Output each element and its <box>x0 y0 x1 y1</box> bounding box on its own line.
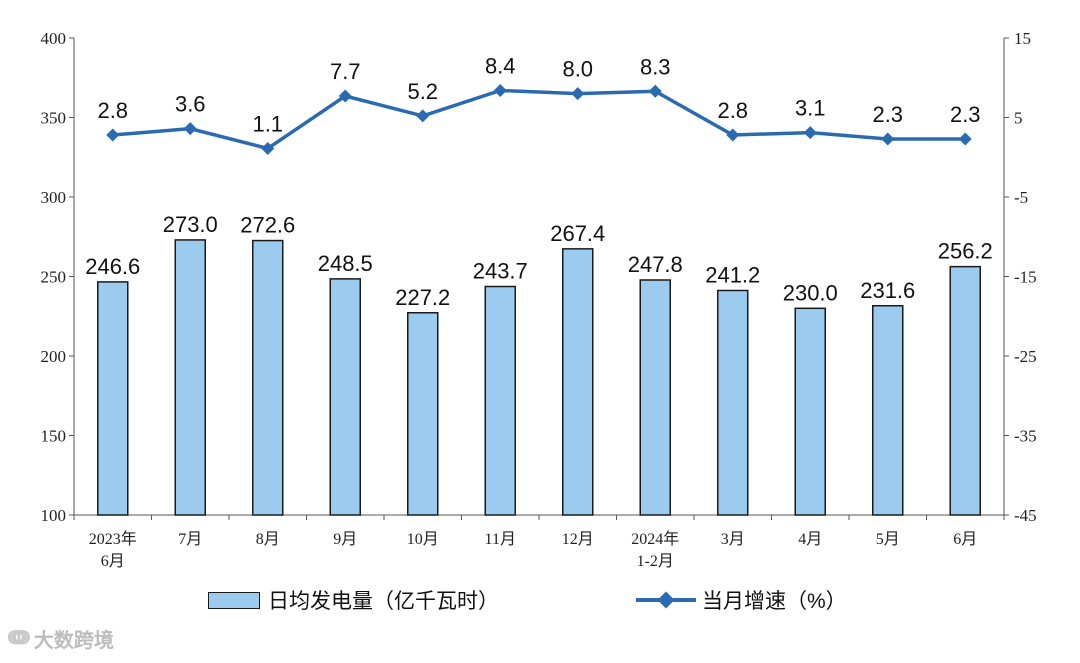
x-tick-label: 2023年 <box>89 530 137 548</box>
bar <box>639 279 671 516</box>
bar-value-label: 256.2 <box>938 239 993 264</box>
line-value-label: 7.7 <box>330 59 361 84</box>
x-tick-label: 10月 <box>407 531 439 548</box>
line-point <box>958 132 972 146</box>
bar <box>872 305 904 516</box>
line-value-label: 2.8 <box>97 98 128 123</box>
y-right-tick-label: -5 <box>1014 188 1028 207</box>
line-value-label: 1.1 <box>252 112 283 137</box>
line-point <box>648 84 662 98</box>
y-left-tick-label: 400 <box>41 29 67 48</box>
y-left-tick-label: 150 <box>41 427 67 446</box>
line-point <box>881 132 895 146</box>
bar-value-label: 267.4 <box>550 221 605 246</box>
line-value-label: 2.3 <box>872 102 903 127</box>
bar <box>484 285 516 516</box>
line-point <box>726 128 740 142</box>
y-left-tick-label: 250 <box>41 268 67 287</box>
bar-series <box>97 239 981 516</box>
line-point <box>338 89 352 103</box>
y-left-tick-label: 200 <box>41 347 67 366</box>
x-tick-label: 8月 <box>256 531 280 548</box>
y-right-tick-label: -35 <box>1014 427 1037 446</box>
legend-line-label: 当月增速（%） <box>702 590 847 613</box>
bar <box>174 239 206 516</box>
line-value-label: 8.3 <box>640 54 671 79</box>
line-point <box>571 87 585 101</box>
bar-value-label: 243.7 <box>473 259 528 284</box>
bar-value-label: 246.6 <box>85 254 140 279</box>
x-tick-label: 4月 <box>798 531 822 548</box>
y-left-tick-label: 300 <box>41 188 67 207</box>
legend-bar-label: 日均发电量（亿千瓦时） <box>268 590 499 613</box>
bar <box>949 265 981 516</box>
axes: 100 150 200 250 300 350 400 -45 -35 -25 -15 -5 5 15 20… <box>41 29 1037 570</box>
bar <box>329 278 361 516</box>
data-labels: 246.6 273.0 272.6 248.5 227.2 243.7 267.4 247.8… <box>85 53 993 309</box>
bar <box>794 307 826 516</box>
x-tick-label: 11月 <box>485 531 516 548</box>
growth-line <box>112 88 966 151</box>
y-right-tick-label: 15 <box>1014 29 1031 48</box>
line-point <box>106 128 120 142</box>
line-value-label: 5.2 <box>407 79 438 104</box>
bar-value-label: 241.2 <box>705 262 760 287</box>
y-left-tick-label: 100 <box>41 506 67 525</box>
y-right-tick-label: -15 <box>1014 268 1037 287</box>
legend-item-line: 当月增速（%） <box>636 585 847 615</box>
bar <box>717 289 749 516</box>
y-right-tick-label: -25 <box>1014 347 1037 366</box>
bar <box>407 312 439 516</box>
line-point <box>803 126 817 140</box>
x-tick-label: 6月 <box>101 553 125 570</box>
x-tick-label: 7月 <box>178 531 202 548</box>
bar-value-label: 230.0 <box>783 280 838 305</box>
watermark-text: 大数跨境 <box>33 630 114 652</box>
bar-value-label: 248.5 <box>318 251 373 276</box>
x-tick-label: 3月 <box>721 531 745 548</box>
bar <box>252 239 284 516</box>
x-tick-label: 9月 <box>333 531 357 548</box>
watermark-logo-icon: ↈ <box>8 627 30 649</box>
watermark: ↈ 大数跨境 <box>8 624 114 653</box>
x-tick-label: 12月 <box>562 531 594 548</box>
bar <box>562 248 594 516</box>
x-tick-label: 5月 <box>876 531 900 548</box>
line-point <box>261 142 275 156</box>
x-tick-label: 6月 <box>953 531 977 548</box>
bar-value-label: 273.0 <box>163 212 218 237</box>
bar-value-label: 247.8 <box>628 252 683 277</box>
line-point <box>416 109 430 123</box>
x-tick-label: 1-2月 <box>637 553 674 570</box>
line-value-label: 3.6 <box>175 92 206 117</box>
bar-value-label: 227.2 <box>395 285 450 310</box>
legend-item-bar: 日均发电量（亿千瓦时） <box>208 585 499 615</box>
line-series <box>106 83 972 156</box>
bar-value-label: 272.6 <box>240 213 295 238</box>
y-right-tick-label: 5 <box>1014 109 1023 128</box>
legend-bar-swatch <box>208 591 260 609</box>
line-value-label: 8.0 <box>562 57 593 82</box>
line-point <box>493 83 507 97</box>
bar-value-label: 231.6 <box>860 278 915 303</box>
line-value-label: 2.3 <box>950 102 981 127</box>
line-value-label: 3.1 <box>795 96 826 121</box>
line-value-label: 8.4 <box>485 53 516 78</box>
legend-line-swatch <box>636 590 696 610</box>
x-tick-label: 2024年 <box>631 530 679 548</box>
bar <box>97 281 129 516</box>
line-point <box>183 122 197 136</box>
y-left-tick-label: 350 <box>41 109 67 128</box>
line-value-label: 2.8 <box>717 98 748 123</box>
y-right-tick-label: -45 <box>1014 506 1037 525</box>
